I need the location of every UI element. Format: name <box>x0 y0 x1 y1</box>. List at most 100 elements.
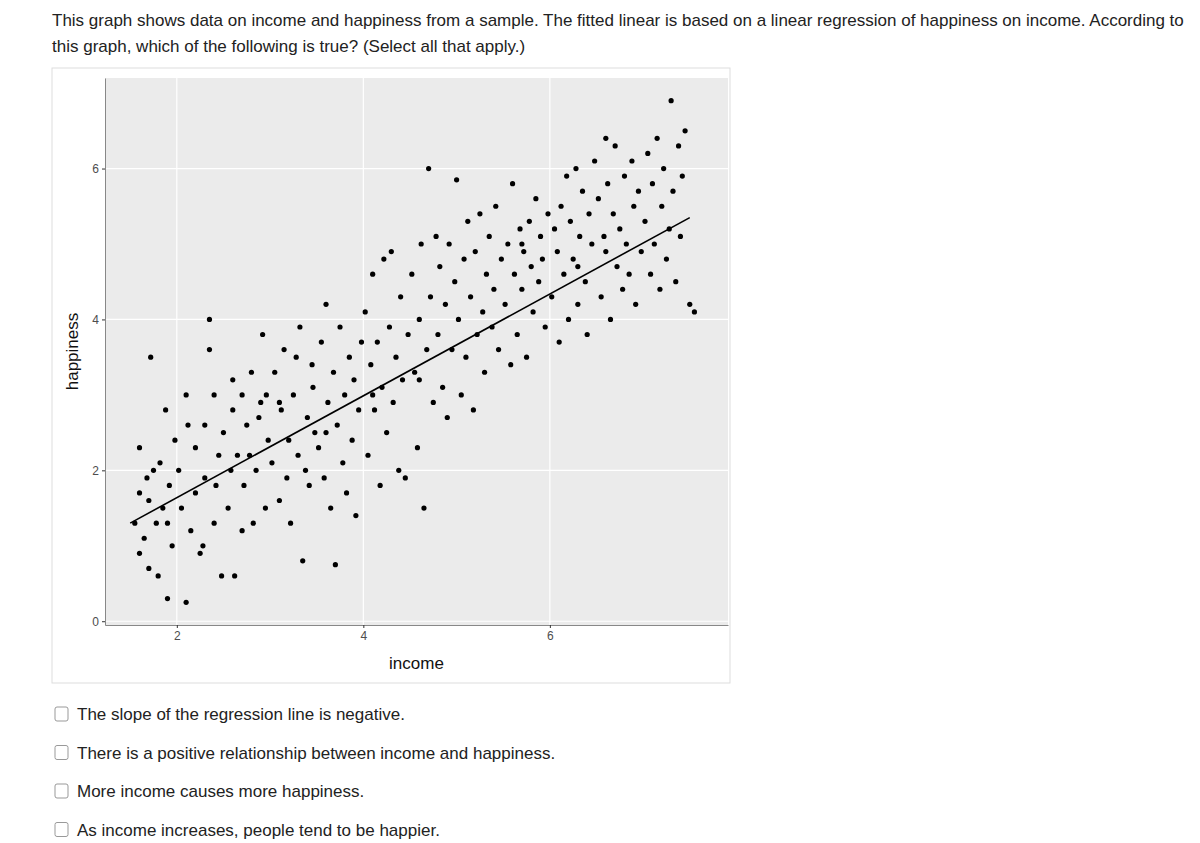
checkbox[interactable] <box>55 823 68 837</box>
point <box>527 219 532 224</box>
point <box>454 177 459 182</box>
option-text[interactable]: More income causes more happiness. <box>77 782 364 801</box>
point <box>279 407 284 412</box>
point <box>545 211 550 216</box>
point <box>239 528 244 533</box>
point <box>312 430 317 435</box>
point <box>137 490 142 495</box>
point <box>561 272 566 277</box>
point <box>342 392 347 397</box>
point <box>340 460 345 465</box>
point <box>678 234 683 239</box>
y-tick-mark <box>102 621 105 622</box>
point <box>322 475 327 480</box>
point <box>673 279 678 284</box>
point <box>365 453 370 458</box>
point <box>670 189 675 194</box>
option-text[interactable]: There is a positive relationship between… <box>77 744 555 763</box>
point <box>184 600 189 605</box>
point <box>212 521 217 526</box>
page: This graph shows data on income and happ… <box>0 0 1200 843</box>
point <box>263 505 268 510</box>
y-tick: 6 <box>92 162 105 176</box>
point <box>440 385 445 390</box>
point <box>421 505 426 510</box>
x-tick: 4 <box>360 625 367 643</box>
point <box>592 158 597 163</box>
point <box>552 226 557 231</box>
grid-line-y <box>105 168 728 169</box>
point <box>212 392 217 397</box>
point <box>351 377 356 382</box>
point <box>431 400 436 405</box>
point <box>510 181 515 186</box>
point <box>193 490 198 495</box>
point <box>557 339 562 344</box>
point <box>601 234 606 239</box>
point <box>508 362 513 367</box>
chart-frame <box>52 68 730 683</box>
grid-line-x <box>176 78 177 625</box>
point <box>650 181 655 186</box>
answer-option[interactable]: More income causes more happiness. <box>55 782 364 801</box>
option-text[interactable]: As income increases, people tend to be h… <box>77 821 440 840</box>
point <box>244 422 249 427</box>
checkbox[interactable] <box>55 707 68 721</box>
point <box>398 294 403 299</box>
point <box>396 468 401 473</box>
point <box>424 347 429 352</box>
point <box>375 339 380 344</box>
point <box>605 181 610 186</box>
point <box>445 415 450 420</box>
point <box>473 249 478 254</box>
grid-line-y <box>105 621 728 622</box>
point <box>170 543 175 548</box>
y-axis-title: happiness <box>63 313 82 391</box>
option-text[interactable]: The slope of the regression line is nega… <box>77 705 405 724</box>
point <box>687 302 692 307</box>
x-tick-label: 2 <box>174 629 181 643</box>
point <box>614 264 619 269</box>
y-tick-label: 4 <box>92 313 99 327</box>
answer-option[interactable]: The slope of the regression line is nega… <box>55 705 405 724</box>
point <box>575 264 580 269</box>
point <box>331 370 336 375</box>
x-axis-title: income <box>389 654 444 673</box>
point <box>300 558 305 563</box>
point <box>555 249 560 254</box>
point <box>468 294 473 299</box>
point <box>633 302 638 307</box>
point <box>316 445 321 450</box>
point <box>611 211 616 216</box>
point <box>596 196 601 201</box>
point <box>148 355 153 360</box>
point <box>639 249 644 254</box>
point <box>384 430 389 435</box>
point <box>529 264 534 269</box>
checkbox[interactable] <box>55 746 68 760</box>
point <box>281 347 286 352</box>
point <box>415 445 420 450</box>
point <box>200 543 205 548</box>
point <box>202 475 207 480</box>
point <box>291 392 296 397</box>
point <box>530 309 535 314</box>
checkbox[interactable] <box>55 784 68 798</box>
point <box>412 370 417 375</box>
point <box>599 294 604 299</box>
point <box>586 211 591 216</box>
point <box>571 256 576 261</box>
point <box>165 596 170 601</box>
point <box>391 400 396 405</box>
point <box>564 173 569 178</box>
point <box>239 392 244 397</box>
point <box>350 438 355 443</box>
point <box>323 302 328 307</box>
answer-option[interactable]: As income increases, people tend to be h… <box>55 821 440 840</box>
point <box>487 234 492 239</box>
answer-option[interactable]: There is a positive relationship between… <box>55 744 555 763</box>
point <box>515 332 520 337</box>
point <box>151 468 156 473</box>
y-tick-label: 0 <box>92 615 99 629</box>
point <box>305 415 310 420</box>
